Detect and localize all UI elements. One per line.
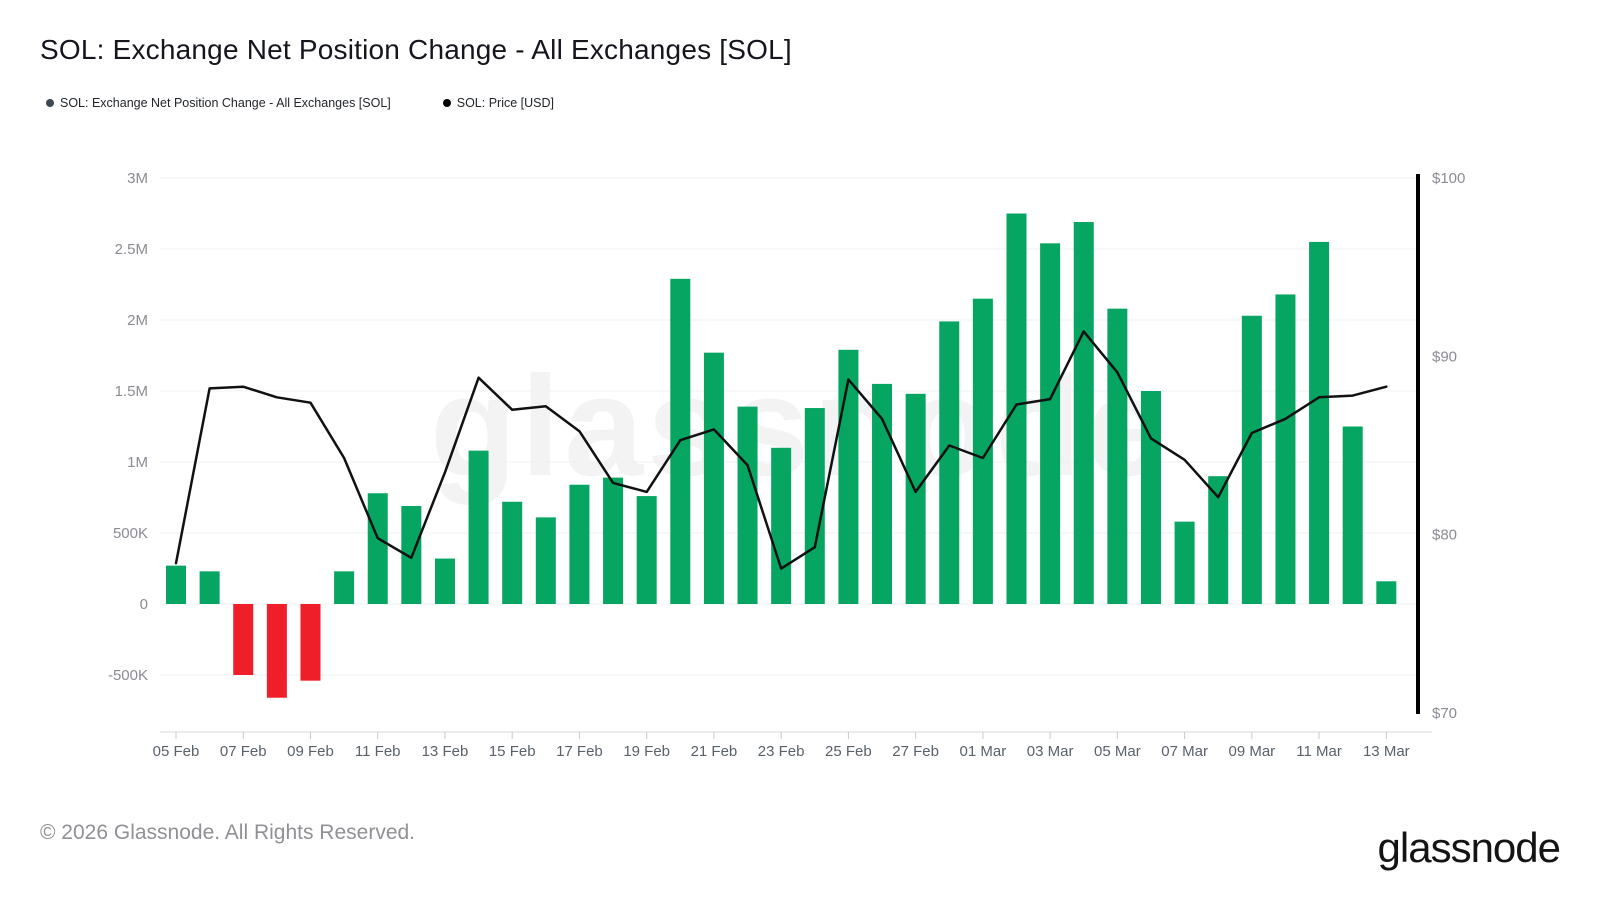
price-line[interactable] (174, 330, 1388, 570)
x-axis-tick-label: 09 Mar (1228, 743, 1275, 760)
x-axis-tick-label: 13 Feb (422, 743, 469, 760)
net-position-change-bar[interactable] (905, 393, 926, 604)
chart-canvas[interactable]: 3M 2.5M 2M 1.5M 1M 500K 0 -500K $100 $90 $80 $70 05 … (0, 0, 1600, 790)
x-axis-tick-label: 17 Feb (556, 743, 603, 760)
x-axis-tick-label: 03 Mar (1027, 743, 1074, 760)
chart-title: SOL: Exchange Net Position Change - All … (40, 34, 792, 65)
x-axis-tick-label: 09 Feb (287, 743, 334, 760)
net-position-change-bar[interactable] (804, 408, 825, 604)
net-position-change-bar[interactable] (1208, 476, 1229, 604)
chart-legend: SOL: Exchange Net Position Change - All … (46, 96, 554, 110)
net-position-change-bar[interactable] (300, 604, 321, 681)
x-axis-tick-label: 05 Feb (153, 743, 200, 760)
net-position-change-bar[interactable] (1241, 315, 1262, 604)
net-position-change-bar[interactable] (569, 484, 590, 604)
y-axis-right-tick-label: $80 (1432, 527, 1457, 544)
net-position-change-bar[interactable] (1006, 213, 1027, 605)
net-position-change-bar[interactable] (603, 477, 624, 604)
net-position-change-bar[interactable] (166, 565, 186, 604)
x-axis-tick-label: 05 Mar (1094, 743, 1141, 760)
net-position-change-bar[interactable] (535, 517, 556, 604)
x-axis-tick-label: 13 Mar (1363, 743, 1410, 760)
net-position-change-bar[interactable] (939, 321, 960, 604)
net-position-change-bar[interactable] (771, 447, 792, 604)
net-position-change-bar[interactable] (233, 604, 254, 675)
y-axis-right-tick-label: $90 (1432, 348, 1457, 365)
copyright-text: © 2026 Glassnode. All Rights Reserved. (40, 821, 416, 844)
net-position-change-bar[interactable] (972, 298, 993, 604)
legend-item-price[interactable]: SOL: Price [USD] (442, 96, 554, 110)
y-axis-left-tick-label: -500K (108, 667, 148, 684)
net-position-change-bar[interactable] (1140, 391, 1161, 604)
net-position-change-bar[interactable] (1309, 241, 1330, 604)
y-axis-left-tick-label: 500K (113, 525, 148, 542)
x-axis-tick-label: 27 Feb (892, 743, 939, 760)
y-axis-left-tick-label: 1.5M (115, 383, 148, 400)
net-position-change-bar[interactable] (703, 352, 724, 604)
net-position-change-bar[interactable] (434, 558, 455, 604)
net-position-change-bar[interactable] (636, 496, 657, 604)
x-axis-tick-label: 25 Feb (825, 743, 872, 760)
net-position-change-bar[interactable] (502, 501, 523, 604)
legend-item-net-position-change[interactable]: SOL: Exchange Net Position Change - All … (46, 96, 391, 110)
x-axis-tick-label: 19 Feb (623, 743, 670, 760)
y-axis-right-tick-label: $70 (1432, 705, 1457, 722)
net-position-change-bar[interactable] (266, 604, 287, 698)
legend-item-label: SOL: Price [USD] (456, 96, 554, 110)
net-position-change-bar[interactable] (1342, 426, 1363, 605)
y-axis-left-tick-label: 2M (127, 312, 148, 329)
net-position-change-bar[interactable] (1174, 521, 1195, 604)
x-axis-tick-label: 23 Feb (758, 743, 805, 760)
net-position-change-bar[interactable] (737, 406, 758, 604)
net-position-change-bar[interactable] (1073, 222, 1094, 604)
x-axis-tick-label: 07 Mar (1161, 743, 1208, 760)
legend-series-dot-icon (442, 99, 451, 107)
legend-item-label: SOL: Exchange Net Position Change - All … (60, 96, 391, 110)
net-position-change-bar[interactable] (838, 349, 859, 604)
net-position-change-bar[interactable] (334, 571, 355, 604)
y-axis-left-tick-label: 1M (127, 454, 148, 471)
x-axis-tick-label: 11 Feb (355, 743, 401, 760)
net-position-change-bar[interactable] (468, 450, 489, 604)
net-position-change-bar[interactable] (1376, 581, 1397, 604)
x-axis-tick-label: 11 Mar (1296, 743, 1342, 760)
y-axis-right-tick-label: $100 (1432, 170, 1465, 187)
net-position-change-bar[interactable] (872, 383, 893, 604)
net-position-change-bar[interactable] (199, 571, 220, 604)
net-position-change-bar[interactable] (367, 493, 388, 604)
glassnode-logo[interactable]: glassnode (1377, 824, 1561, 871)
y-axis-left-tick-label: 2.5M (115, 241, 148, 258)
x-axis-tick-label: 01 Mar (960, 743, 1007, 760)
y-axis-left-tick-label: 0 (140, 596, 148, 613)
y-axis-left-tick-label: 3M (127, 170, 148, 187)
net-position-change-bar[interactable] (1107, 308, 1128, 604)
x-axis-tick-label: 07 Feb (220, 743, 267, 760)
net-position-change-bar[interactable] (1275, 294, 1296, 604)
x-axis-tick-label: 21 Feb (691, 743, 738, 760)
x-axis-tick-label: 15 Feb (489, 743, 536, 760)
legend-series-dot-icon (46, 99, 54, 107)
net-position-change-bar[interactable] (1040, 243, 1061, 604)
